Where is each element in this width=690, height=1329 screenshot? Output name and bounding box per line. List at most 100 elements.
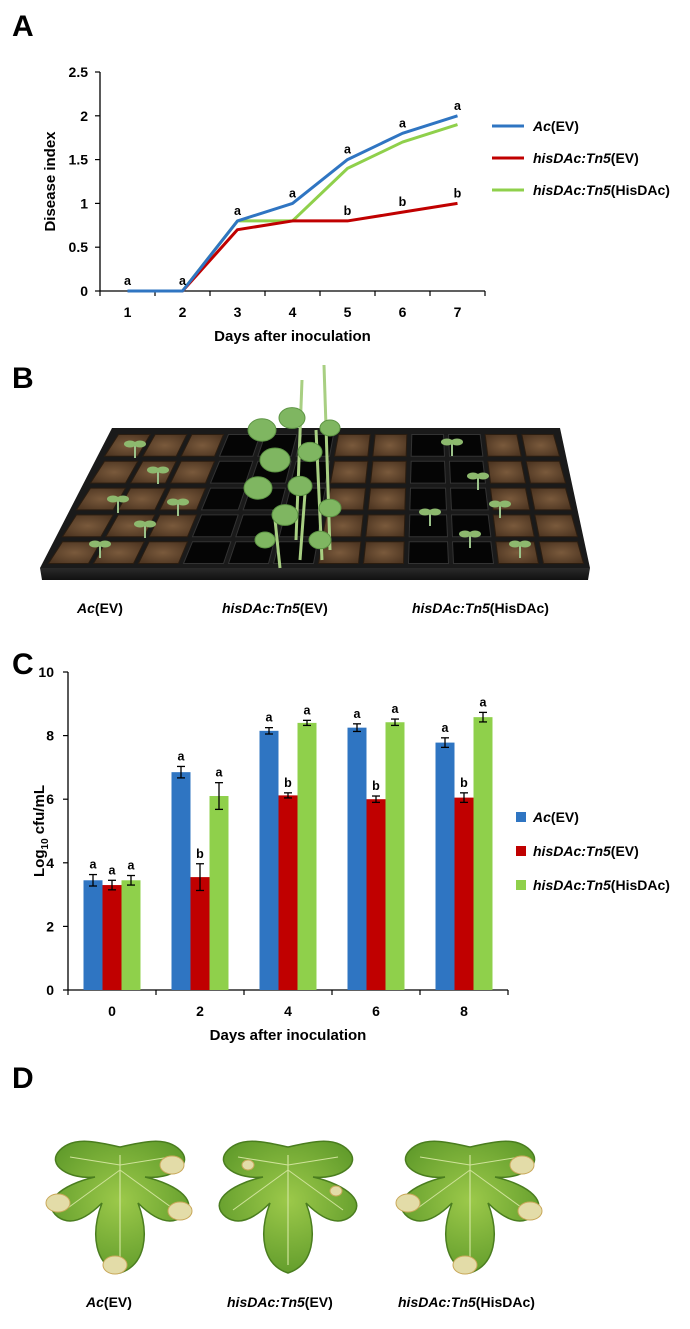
- y-tick-label: 0: [80, 283, 88, 299]
- y-axis-title: Disease index: [42, 131, 59, 232]
- bar: [209, 796, 229, 990]
- x-tick-label: 8: [460, 1003, 468, 1019]
- significance-label: a: [354, 707, 362, 721]
- legend-label-2: hisDAc:Tn5(EV): [533, 150, 639, 166]
- soil-cell: [521, 434, 561, 457]
- significance-label: a: [344, 143, 352, 157]
- seedling-leaf: [167, 498, 179, 506]
- plant-leaf: [247, 418, 277, 442]
- legend-label-3: hisDAc:Tn5(HisDAc): [533, 182, 670, 198]
- legend-label-italic: hisDAc:Tn5: [533, 150, 611, 166]
- soil-cell: [525, 460, 567, 484]
- significance-label: a: [128, 859, 136, 873]
- significance-label: a: [179, 274, 187, 288]
- x-tick-label: 6: [399, 304, 407, 320]
- bar: [278, 795, 298, 990]
- bar: [190, 877, 210, 990]
- significance-label: b: [399, 195, 407, 209]
- seedling-leaf: [134, 520, 146, 528]
- legend-label-italic: Ac: [532, 809, 551, 825]
- legend-label-plain: (EV): [611, 843, 639, 859]
- bar: [297, 722, 317, 990]
- seedling-leaf: [519, 540, 531, 548]
- soil-cell: [148, 514, 198, 538]
- soil-cell: [61, 514, 115, 538]
- leaf-vein: [469, 1169, 526, 1211]
- leaf-vein: [64, 1169, 121, 1211]
- seedling-leaf: [144, 520, 156, 528]
- y-axis-title-sub: 10: [40, 838, 51, 850]
- x-tick-label: 6: [372, 1003, 380, 1019]
- soil-cell: [492, 514, 535, 538]
- significance-label: a: [442, 721, 450, 735]
- photo-b-caption-3: hisDAc:Tn5(HisDAc): [412, 600, 549, 616]
- seedling-leaf: [99, 540, 111, 548]
- significance-label: a: [178, 749, 186, 763]
- significance-label: a: [304, 703, 312, 717]
- significance-label: a: [266, 711, 274, 725]
- leaf-vein: [119, 1169, 176, 1211]
- plant-leaf: [297, 441, 323, 463]
- soil-cell: [137, 541, 189, 564]
- x-tick-label: 7: [454, 304, 462, 320]
- seedling-leaf: [469, 530, 481, 538]
- empty-cell: [448, 460, 487, 484]
- significance-label: a: [109, 863, 117, 877]
- significance-label: a: [454, 99, 462, 113]
- empty-cell: [408, 514, 449, 538]
- leaf-vein: [237, 1156, 289, 1166]
- seedling-leaf: [89, 540, 101, 548]
- legend-swatch-1: [516, 812, 526, 822]
- seedling-leaf: [157, 466, 169, 474]
- bar: [473, 717, 493, 990]
- legend-swatch-3: [516, 880, 526, 890]
- soil-cell: [117, 487, 167, 511]
- significance-label: a: [216, 766, 224, 780]
- significance-label: b: [284, 776, 292, 790]
- legend-label-1: Ac(EV): [532, 809, 579, 825]
- significance-label: a: [392, 702, 400, 716]
- significance-label: a: [234, 204, 242, 218]
- panel-label-d: D: [12, 1062, 34, 1095]
- significance-label: b: [196, 847, 204, 861]
- inoculated-leaves-photo: [45, 1140, 543, 1275]
- y-axis-title-unit: cfu/mL: [31, 785, 48, 838]
- soil-cell: [372, 434, 408, 457]
- y-tick-label: 8: [46, 728, 54, 744]
- seedling-leaf: [441, 438, 453, 446]
- y-tick-label: 6: [46, 791, 54, 807]
- bar: [83, 880, 103, 990]
- seedling-leaf: [499, 500, 511, 508]
- soil-cell: [47, 541, 102, 564]
- leaf-vein: [287, 1156, 339, 1166]
- legend-label-plain: (HisDAc): [611, 182, 670, 198]
- lesion: [329, 1185, 343, 1197]
- x-tick-label: 0: [108, 1003, 116, 1019]
- series-line-3: [127, 123, 458, 293]
- seedling-leaf: [107, 495, 119, 503]
- soil-cell: [367, 487, 407, 511]
- legend-label-italic: Ac: [532, 118, 551, 134]
- soil-cell: [529, 487, 573, 511]
- significance-label: a: [480, 695, 488, 709]
- seedling-leaf: [451, 438, 463, 446]
- seedling-leaf: [459, 530, 471, 538]
- plant-leaf: [271, 504, 299, 526]
- plant-leaf: [243, 476, 273, 500]
- plant-leaf: [254, 531, 276, 549]
- lesion: [102, 1255, 128, 1275]
- legend-label-3: hisDAc:Tn5(HisDAc): [533, 877, 670, 893]
- empty-cell: [449, 487, 489, 511]
- leaf-vein: [232, 1169, 289, 1211]
- photo-d-caption-3: hisDAc:Tn5(HisDAc): [398, 1294, 535, 1310]
- legend-label-italic: hisDAc:Tn5: [533, 182, 611, 198]
- plant-leaf: [308, 530, 332, 550]
- x-tick-label: 3: [234, 304, 242, 320]
- plant-leaf: [278, 407, 306, 429]
- soil-cell: [180, 434, 225, 457]
- lesion: [159, 1155, 185, 1175]
- bar: [102, 885, 122, 990]
- soil-cell: [365, 514, 406, 538]
- soil-cell: [169, 460, 216, 484]
- lesion: [167, 1201, 193, 1221]
